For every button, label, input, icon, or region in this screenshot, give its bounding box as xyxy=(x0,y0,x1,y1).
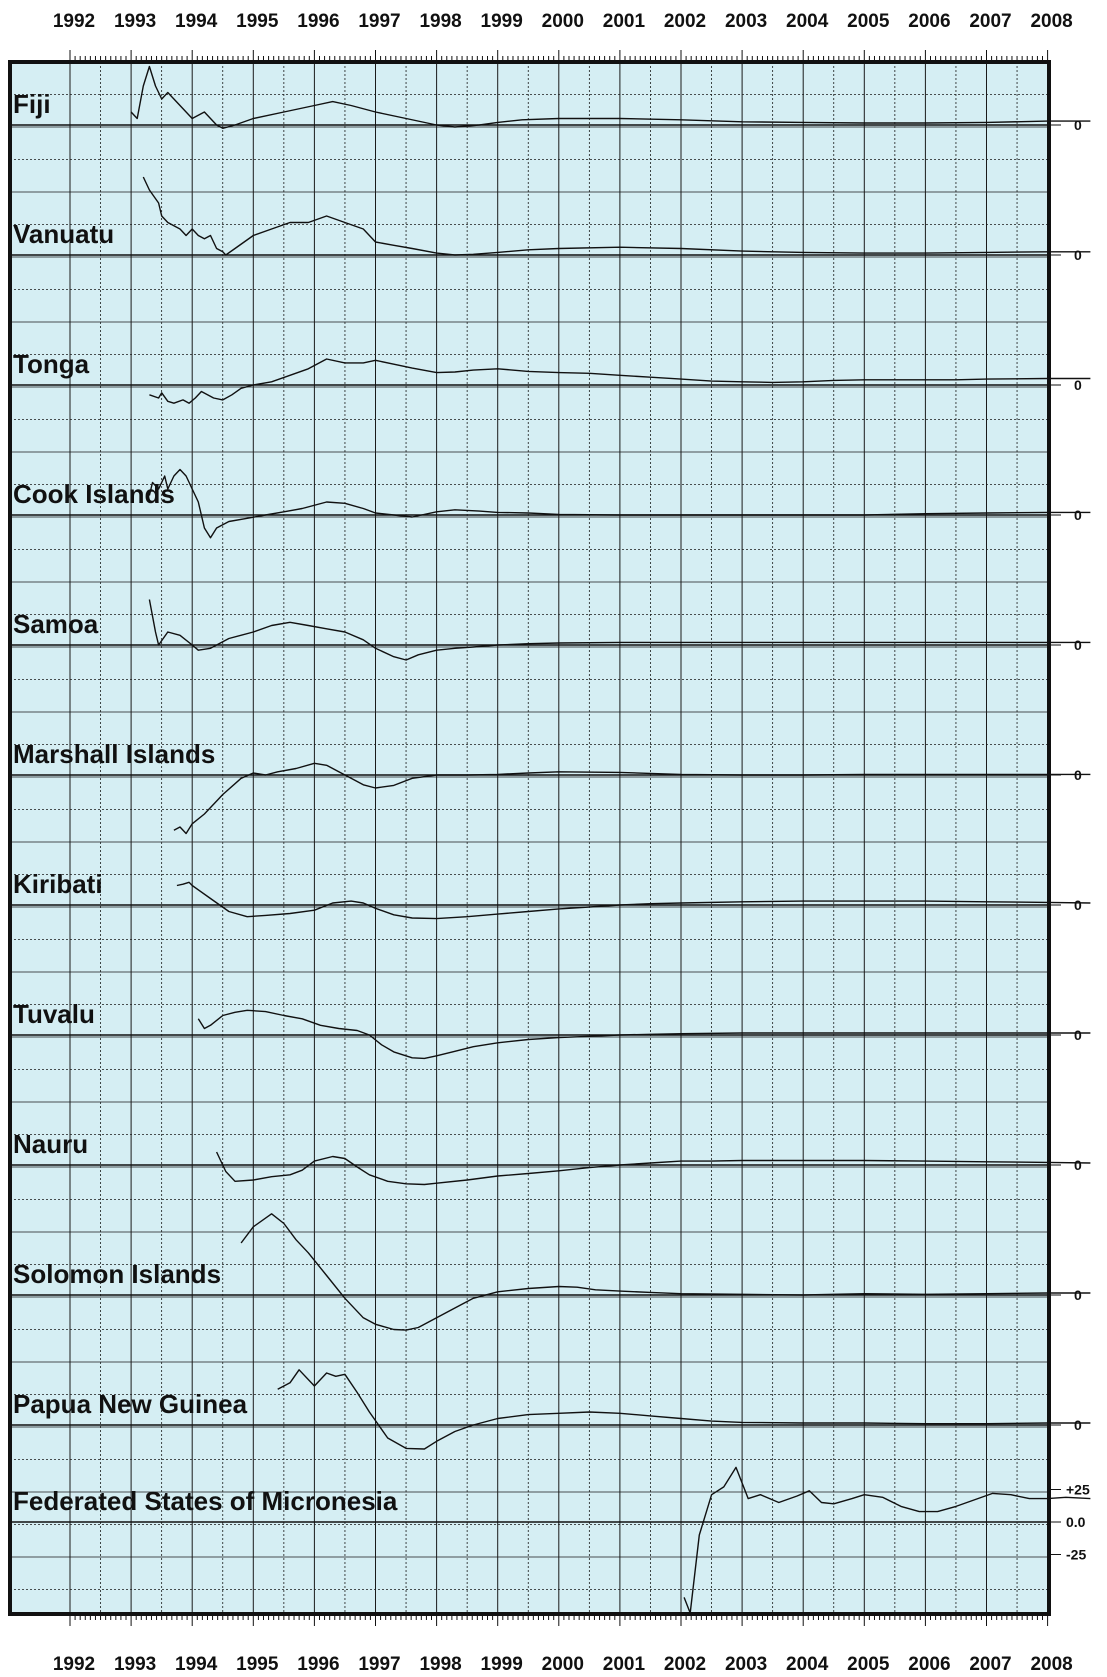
series-line xyxy=(240,1213,1091,1331)
x-tick-label-top: 2007 xyxy=(969,11,1011,32)
x-tick-label-bottom: 2008 xyxy=(1030,1654,1072,1675)
right-axis-zero-label: 0 xyxy=(1074,1287,1082,1303)
series-line xyxy=(197,1009,1091,1060)
right-axis-zero-label: 0 xyxy=(1074,1157,1082,1173)
x-tick-label-top: 2002 xyxy=(664,11,706,32)
x-tick-label-bottom: 2000 xyxy=(542,1654,584,1675)
right-axis-label: -25 xyxy=(1066,1547,1086,1563)
x-tick-label-top: 1992 xyxy=(53,11,95,32)
series-label: Vanuatu xyxy=(13,219,114,249)
x-tick-label-bottom: 2004 xyxy=(786,1654,829,1675)
series-line xyxy=(130,65,1091,129)
series-label: Solomon Islands xyxy=(13,1259,221,1289)
x-tick-label-bottom: 1999 xyxy=(481,1654,523,1675)
plot-frame xyxy=(8,60,1051,1616)
x-tick-label-bottom: 1998 xyxy=(419,1654,461,1675)
x-tick-label-top: 2003 xyxy=(725,11,767,32)
x-tick-label-top: 1997 xyxy=(358,11,400,32)
x-tick-label-top: 2001 xyxy=(603,11,646,32)
x-tick-label-bottom: 1996 xyxy=(297,1654,339,1675)
series-line xyxy=(142,176,1091,256)
series-label: Fiji xyxy=(13,89,51,119)
x-tick-label-bottom: 2005 xyxy=(847,1654,890,1675)
right-axis-zero-label: 0 xyxy=(1074,637,1082,653)
series-line xyxy=(277,1369,1091,1450)
series-line xyxy=(215,1151,1091,1186)
x-tick-label-bottom: 2007 xyxy=(969,1654,1011,1675)
series-line xyxy=(149,358,1091,404)
x-tick-label-bottom: 2003 xyxy=(725,1654,767,1675)
right-axis-zero-label: 0 xyxy=(1074,897,1082,913)
right-axis-zero-label: 0 xyxy=(1074,507,1082,523)
series-label: Papua New Guinea xyxy=(13,1389,248,1419)
x-tick-label-bottom: 1995 xyxy=(236,1654,279,1675)
series-label: Kiribati xyxy=(13,869,103,899)
x-tick-label-bottom: 2006 xyxy=(908,1654,950,1675)
series-labels: Fiji Vanuatu Tonga Cook Islands Samoa Marshal… xyxy=(13,89,398,1516)
x-tick-label-top: 2006 xyxy=(908,11,950,32)
x-tick-label-top: 1995 xyxy=(236,11,279,32)
x-axis-bottom: 1992 1993 1994 1995 1996 1997 1998 1999 2000 2001… xyxy=(53,1654,1073,1675)
x-tick-label-bottom: 1997 xyxy=(358,1654,400,1675)
x-tick-label-bottom: 1992 xyxy=(53,1654,95,1675)
right-axis-label: +25 xyxy=(1066,1482,1090,1498)
series-line xyxy=(173,762,1091,835)
x-tick-label-bottom: 1993 xyxy=(114,1654,156,1675)
plot-background xyxy=(10,62,1049,1614)
series-line xyxy=(148,468,1091,539)
right-axis-zero-label: 0 xyxy=(1074,767,1082,783)
series-label: Tuvalu xyxy=(13,999,95,1029)
right-axis-zero-label: 0 xyxy=(1074,1027,1082,1043)
series-label: Marshall Islands xyxy=(13,739,215,769)
x-tick-label-top: 2000 xyxy=(542,11,584,32)
x-tick-label-top: 2008 xyxy=(1030,11,1072,32)
series-line xyxy=(683,1466,1091,1614)
series-label: Samoa xyxy=(13,609,99,639)
series-label: Cook Islands xyxy=(13,479,175,509)
x-tick-label-top: 1998 xyxy=(419,11,461,32)
x-tick-label-bottom: 1994 xyxy=(175,1654,218,1675)
series-label: Nauru xyxy=(13,1129,88,1159)
right-axis-zero-label: 0 xyxy=(1074,1417,1082,1433)
right-axis-labels: 0 0 0 0 0 0 0 0 0 0 0 +25 0.0 -25 xyxy=(1049,117,1090,1563)
grid xyxy=(10,62,1049,1614)
x-axis-top: 1992 1993 1994 1995 1996 1997 1998 1999 2000 2001… xyxy=(53,11,1073,32)
series-line xyxy=(148,599,1091,661)
x-tick-label-top: 2005 xyxy=(847,11,890,32)
x-tick-label-bottom: 2001 xyxy=(603,1654,646,1675)
x-tick-label-bottom: 2002 xyxy=(664,1654,706,1675)
right-axis-zero-label: 0 xyxy=(1074,117,1082,133)
x-tick-label-top: 1996 xyxy=(297,11,339,32)
series-label: Federated States of Micronesia xyxy=(13,1486,398,1516)
series-label: Tonga xyxy=(13,349,90,379)
right-axis-zero-label: 0 xyxy=(1074,247,1082,263)
right-axis-label: 0.0 xyxy=(1066,1514,1086,1530)
x-tick-label-top: 2004 xyxy=(786,11,829,32)
series-lines xyxy=(130,65,1091,1614)
x-tick-label-top: 1999 xyxy=(481,11,523,32)
right-axis-zero-label: 0 xyxy=(1074,377,1082,393)
x-tick-label-top: 1993 xyxy=(114,11,156,32)
series-line xyxy=(176,881,1091,920)
x-tick-label-top: 1994 xyxy=(175,11,218,32)
